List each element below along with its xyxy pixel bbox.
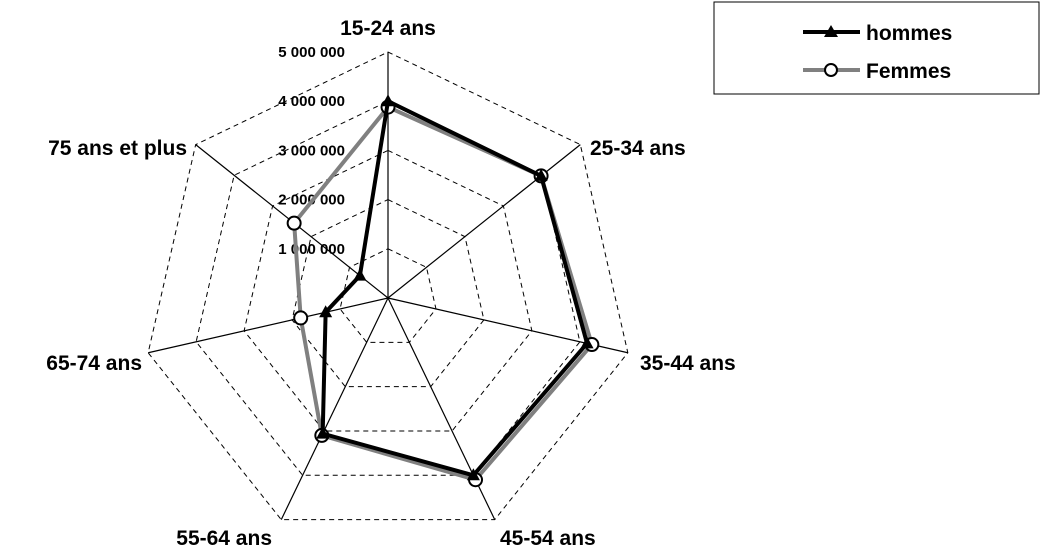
category-label-35-44: 35-44 ans: [640, 352, 736, 375]
category-label-55-64: 55-64 ans: [176, 527, 272, 549]
data-point-triangle: [381, 94, 395, 107]
grid-spoke: [148, 297, 389, 354]
category-label-45-54: 45-54 ans: [500, 527, 596, 549]
series-hommes: [316, 94, 594, 481]
series-line-femmes: [292, 104, 595, 483]
tick-label: 4 000 000: [278, 93, 345, 110]
radar-series: [286, 94, 600, 488]
data-point-triangle: [580, 336, 594, 349]
data-point-triangle: [316, 426, 330, 439]
grid-ring: [339, 248, 437, 343]
series-line-hommes: [320, 98, 590, 478]
data-point-circle: [286, 215, 302, 231]
grid-ring: [243, 149, 533, 432]
radar-category-labels: 15-24 ans 25-34 ans 35-44 ans 45-54 ans …: [46, 17, 735, 549]
legend-marker-femmes: [824, 63, 838, 77]
legend-item-femmes: Femmes: [803, 60, 951, 83]
grid-ring: [147, 51, 629, 521]
grid-spoke: [280, 297, 389, 520]
category-label-65-74: 65-74 ans: [46, 352, 142, 375]
grid-spoke: [387, 144, 581, 299]
legend-label-hommes: hommes: [866, 22, 952, 45]
category-label-25-34: 25-34 ans: [590, 137, 686, 160]
category-label-75-plus: 75 ans et plus: [48, 137, 187, 160]
data-point-circle: [293, 310, 309, 326]
grid-ring: [291, 199, 485, 388]
radar-grid: [147, 51, 629, 521]
data-point-triangle: [466, 468, 480, 481]
tick-label: 3 000 000: [278, 142, 345, 159]
legend: hommes Femmes: [713, 1, 1040, 95]
data-point-triangle: [319, 305, 333, 318]
legend-label-femmes: Femmes: [866, 60, 951, 83]
legend-item-hommes: hommes: [803, 22, 952, 45]
legend-box: [713, 1, 1040, 95]
data-point-triangle: [353, 268, 367, 281]
legend-marker-hommes: [824, 25, 838, 37]
data-point-triangle: [534, 168, 548, 181]
category-label-15-24: 15-24 ans: [340, 17, 436, 40]
tick-label: 5 000 000: [278, 44, 345, 61]
tick-label: 1 000 000: [278, 241, 345, 258]
